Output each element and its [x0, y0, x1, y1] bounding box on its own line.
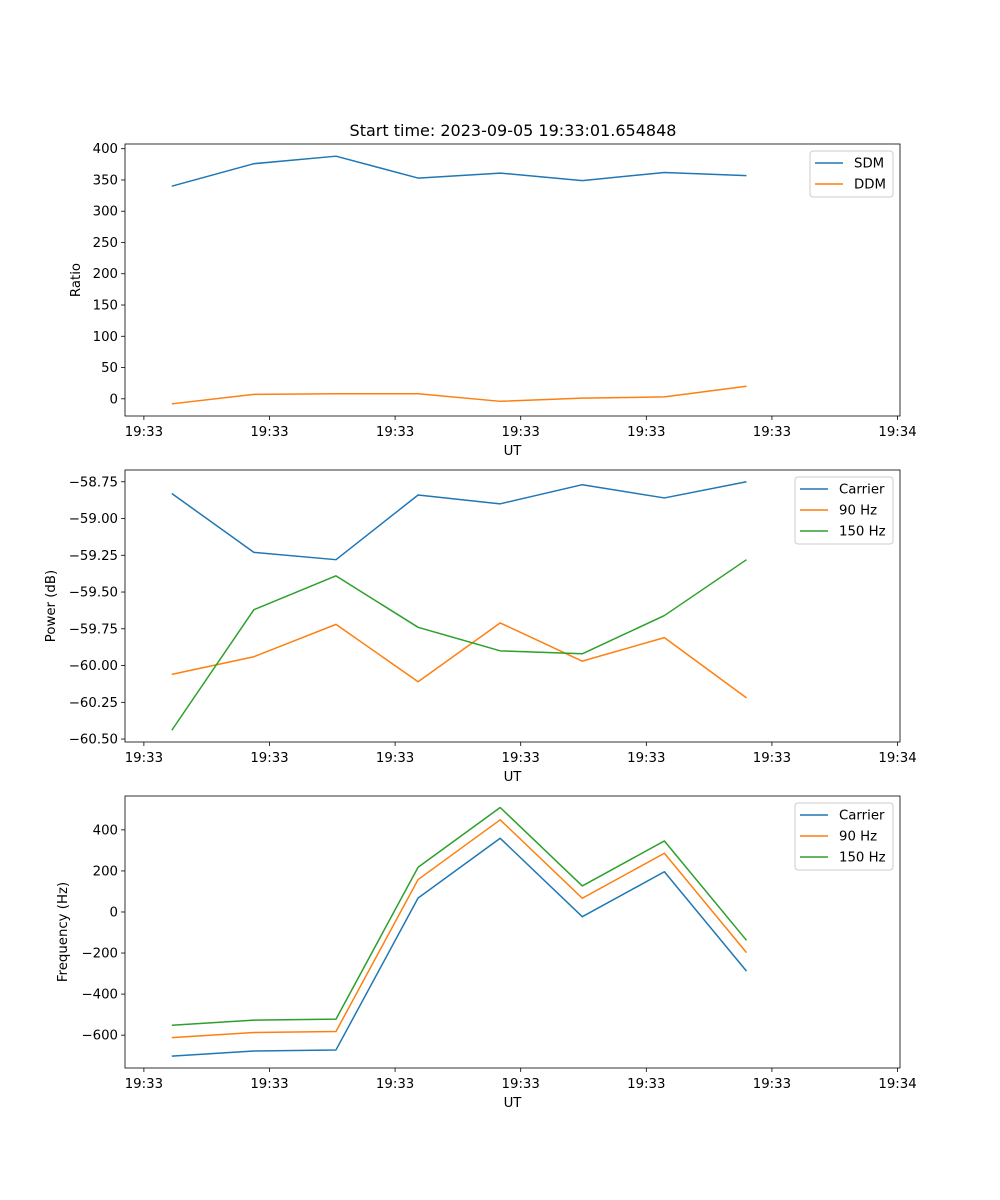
series-line-150-hz — [171, 806, 748, 1027]
y-tick-label: −59.50 — [69, 586, 118, 601]
legend-label-90-hz: 90 Hz — [839, 504, 877, 519]
legend-box — [794, 476, 894, 545]
y-axis-label: Frequency (Hz) — [56, 882, 71, 982]
series-line-150-hz — [171, 559, 747, 731]
x-tick-label: 19:33 — [753, 751, 791, 766]
x-axis-label: UT — [504, 1096, 523, 1111]
chart-3: 19:33 19:33 19:33 19:33 19:33 19:33 19:34 −600 −… — [56, 795, 917, 1111]
x-tick-label: 19:33 — [125, 1077, 163, 1092]
y-tick-label: −60.50 — [69, 733, 118, 748]
series-line-ddm — [171, 385, 747, 405]
y-tick-label: 150 — [93, 299, 118, 314]
x-tick-label: 19:33 — [376, 425, 414, 440]
x-tick-label: 19:33 — [125, 425, 163, 440]
y-tick-label: 250 — [93, 236, 118, 251]
chart-1: 19:33 19:33 19:33 19:33 19:33 19:33 19:34 0 50 10… — [69, 142, 917, 459]
series-line-carrier — [171, 481, 747, 561]
x-tick-label: 19:34 — [878, 425, 916, 440]
y-tick-label: 350 — [93, 173, 118, 188]
y-tick-label: 400 — [93, 823, 118, 838]
y-tick-label: −59.25 — [69, 549, 118, 564]
series-line-carrier — [171, 837, 748, 1057]
y-tick-label: 300 — [93, 205, 118, 220]
x-tick-label: 19:33 — [627, 1077, 665, 1092]
axes-frame — [124, 469, 901, 743]
legend-label-carrier: Carrier — [839, 809, 885, 824]
x-axis-label: UT — [504, 770, 523, 785]
y-tick-label: 0 — [110, 392, 118, 407]
y-tick-label: 50 — [101, 361, 118, 376]
x-tick-label: 19:33 — [753, 425, 791, 440]
x-tick-label: 19:33 — [125, 751, 163, 766]
y-tick-label: −58.75 — [69, 475, 118, 490]
x-tick-label: 19:33 — [250, 751, 288, 766]
legend-label-150-hz: 150 Hz — [839, 851, 886, 866]
legend: Carrier 90 Hz 150 Hz — [794, 802, 894, 871]
x-tick-label: 19:33 — [502, 751, 540, 766]
series-line-90-hz — [171, 819, 748, 1039]
x-tick-label: 19:33 — [627, 751, 665, 766]
x-tick-label: 19:34 — [878, 751, 916, 766]
y-tick-label: −400 — [81, 988, 118, 1003]
series-line-90-hz — [171, 622, 747, 699]
y-tick-label: −59.75 — [69, 622, 118, 637]
figure-title: Start time: 2023-09-05 19:33:01.654848 — [350, 121, 677, 140]
x-tick-label: 19:33 — [753, 1077, 791, 1092]
x-tick-label: 19:33 — [250, 1077, 288, 1092]
y-tick-label: 400 — [93, 142, 118, 157]
x-axis-label: UT — [504, 444, 523, 459]
y-tick-label: 200 — [93, 864, 118, 879]
y-tick-label: −59.00 — [69, 512, 118, 527]
legend-label-ddm: DDM — [854, 178, 886, 193]
y-tick-label: 0 — [110, 905, 118, 920]
y-tick-label: 200 — [93, 267, 118, 282]
x-tick-label: 19:33 — [250, 425, 288, 440]
y-tick-label: −60.25 — [69, 696, 118, 711]
legend-label-sdm: SDM — [854, 157, 884, 172]
axes-frame — [124, 143, 901, 417]
x-tick-label: 19:33 — [627, 425, 665, 440]
legend-label-carrier: Carrier — [839, 483, 885, 498]
x-tick-label: 19:33 — [502, 1077, 540, 1092]
y-tick-label: −600 — [81, 1029, 118, 1044]
axes-frame — [124, 795, 901, 1069]
plots: 19:33 19:33 19:33 19:33 19:33 19:33 19:34 0 50 10… — [44, 142, 917, 1111]
y-tick-label: 100 — [93, 330, 118, 345]
y-tick-label: −60.00 — [69, 659, 118, 674]
x-tick-label: 19:34 — [878, 1077, 916, 1092]
series-line-sdm — [171, 155, 747, 187]
x-tick-label: 19:33 — [376, 751, 414, 766]
legend-label-90-hz: 90 Hz — [839, 830, 877, 845]
legend: Carrier 90 Hz 150 Hz — [794, 476, 894, 545]
x-tick-label: 19:33 — [376, 1077, 414, 1092]
chart-2: 19:33 19:33 19:33 19:33 19:33 19:33 19:34 −60.5… — [44, 469, 917, 785]
y-axis-label: Ratio — [69, 263, 84, 297]
legend-box — [794, 802, 894, 871]
legend-label-150-hz: 150 Hz — [839, 525, 886, 540]
x-tick-label: 19:33 — [502, 425, 540, 440]
legend: SDM DDM — [809, 150, 894, 198]
y-axis-label: Power (dB) — [44, 570, 59, 642]
y-tick-label: −200 — [81, 947, 118, 962]
